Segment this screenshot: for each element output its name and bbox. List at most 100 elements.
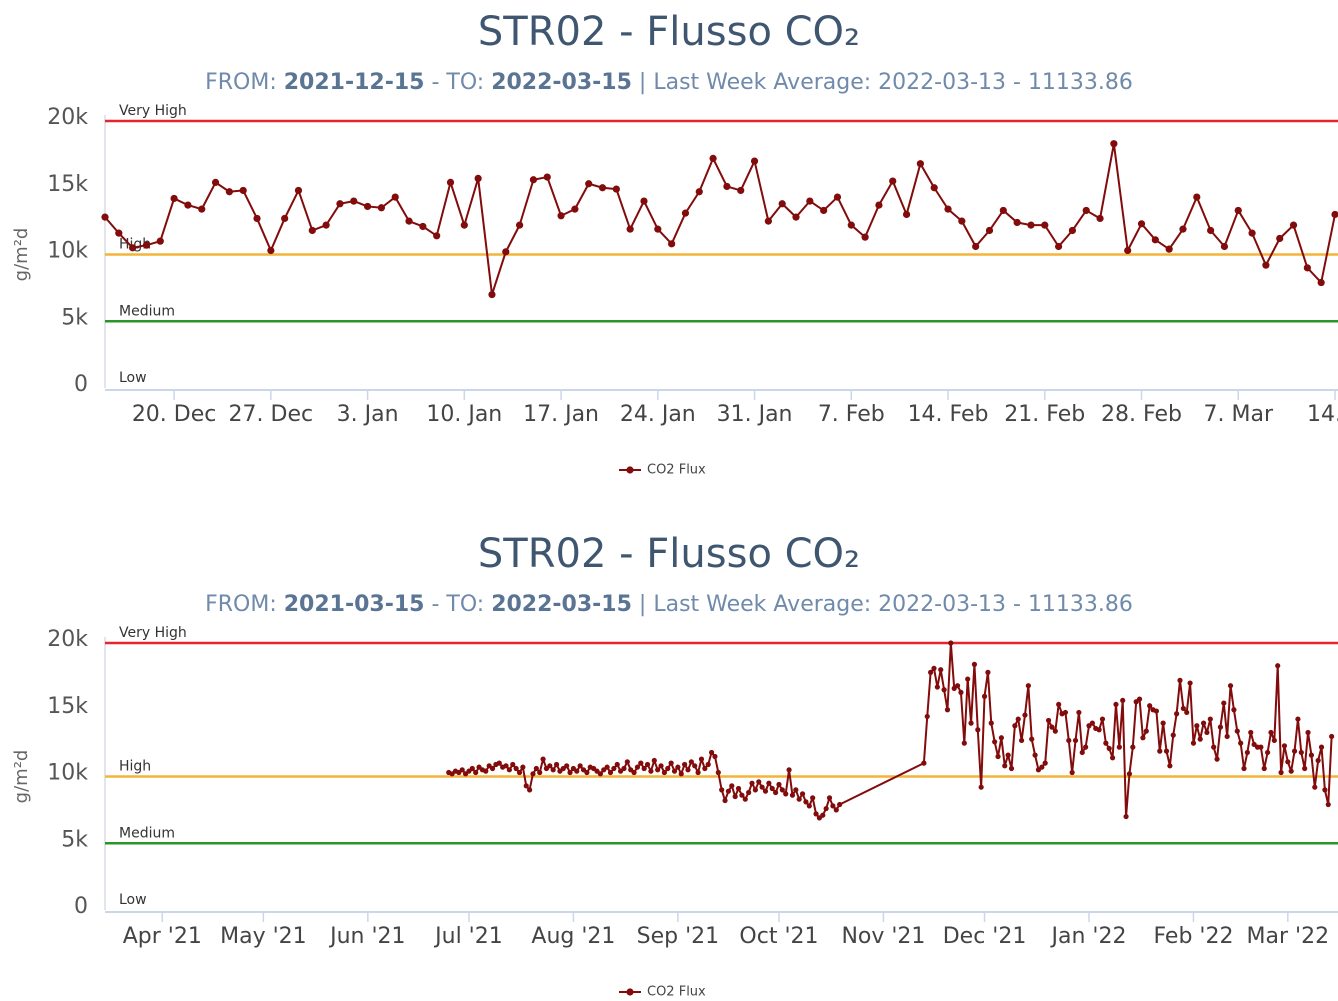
data-point	[732, 793, 738, 800]
data-point	[750, 157, 759, 165]
data-point	[1137, 220, 1146, 228]
data-point	[786, 767, 792, 773]
data-point	[921, 760, 927, 766]
data-point	[1008, 765, 1015, 772]
data-point	[1184, 709, 1190, 716]
data-point	[1068, 226, 1077, 235]
data-point	[665, 765, 671, 772]
data-point	[510, 761, 516, 768]
x-tick-label: Nov '21	[841, 924, 925, 949]
data-point	[820, 812, 826, 818]
data-point	[985, 669, 991, 675]
data-point	[889, 177, 897, 185]
data-point	[799, 791, 806, 797]
data-point	[1123, 813, 1129, 820]
data-point	[742, 796, 748, 802]
legend-item[interactable]: CO2 Flux	[619, 985, 706, 1000]
data-point	[837, 801, 843, 808]
x-tick-label: Dec '21	[943, 924, 1027, 949]
data-point	[1054, 242, 1063, 251]
data-point	[597, 771, 603, 777]
data-point	[806, 803, 812, 809]
data-point	[1126, 771, 1133, 777]
data-point	[503, 763, 509, 769]
data-point	[446, 178, 455, 187]
data-point	[1262, 261, 1270, 269]
data-point	[1207, 716, 1213, 722]
data-point	[944, 205, 952, 213]
y-tick-label: 15k	[47, 172, 88, 197]
data-point	[1110, 140, 1118, 148]
data-point	[1276, 234, 1284, 243]
data-point	[1140, 735, 1146, 741]
data-point	[1083, 744, 1089, 750]
data-point	[474, 174, 482, 183]
data-point	[793, 787, 799, 793]
threshold-label: Medium	[119, 825, 175, 841]
x-tick-label: Jul '21	[433, 924, 503, 949]
data-point	[682, 761, 688, 768]
data-point	[1062, 709, 1069, 716]
chart-title: STR02 - Flusso CO₂	[478, 531, 860, 577]
data-point	[1231, 707, 1237, 713]
data-point	[1244, 749, 1250, 756]
data-point	[1103, 740, 1109, 746]
data-point	[1130, 744, 1136, 750]
data-point	[469, 765, 475, 772]
data-point	[1207, 226, 1215, 235]
data-point	[902, 210, 911, 219]
data-point	[184, 201, 192, 209]
subtitle-part: FROM:	[205, 70, 277, 95]
x-tick-label: Feb '22	[1153, 924, 1233, 949]
data-point	[1113, 701, 1119, 708]
data-point	[944, 707, 951, 713]
data-point	[598, 184, 607, 192]
data-point	[783, 791, 789, 797]
y-axis-title: g/m²d	[11, 750, 32, 804]
data-point	[1005, 752, 1011, 758]
x-tick-label: May '21	[220, 924, 307, 949]
data-point	[1285, 759, 1291, 765]
data-point	[709, 154, 717, 162]
data-point	[604, 764, 610, 770]
x-tick-label: 21. Feb	[1004, 402, 1085, 427]
data-point	[930, 184, 938, 192]
data-point	[1224, 733, 1230, 740]
data-point	[803, 799, 809, 805]
data-point	[607, 769, 614, 776]
y-tick-label: 5k	[61, 305, 88, 330]
subtitle-part: FROM:	[205, 592, 277, 617]
data-point	[1177, 677, 1183, 683]
data-point	[1275, 663, 1281, 669]
data-point	[723, 182, 731, 191]
data-point	[992, 739, 998, 745]
data-point	[540, 756, 546, 762]
data-point	[537, 769, 543, 776]
data-point	[523, 783, 529, 789]
data-point	[1190, 740, 1197, 746]
data-point	[1220, 242, 1229, 251]
data-point	[253, 214, 261, 223]
data-point	[611, 765, 617, 772]
data-point	[225, 188, 233, 196]
data-point	[737, 186, 745, 195]
chart: STR02 - Flusso CO₂ FROM: 2021-03-15 - TO:…	[11, 531, 1338, 1000]
y-tick-label: 20k	[47, 627, 88, 652]
data-point	[762, 788, 769, 794]
data-point	[1096, 214, 1104, 223]
data-point	[585, 180, 593, 188]
data-point	[129, 244, 137, 252]
legend-item[interactable]: CO2 Flux	[619, 463, 706, 478]
data-point	[948, 640, 954, 646]
threshold-label: Low	[119, 370, 147, 386]
data-point	[998, 735, 1004, 741]
data-point	[985, 226, 994, 235]
data-point	[1157, 748, 1163, 754]
data-point	[516, 769, 523, 776]
data-point	[377, 204, 386, 212]
data-point	[488, 290, 496, 299]
data-point	[336, 200, 344, 208]
data-point	[1170, 732, 1176, 738]
data-point	[655, 767, 661, 773]
